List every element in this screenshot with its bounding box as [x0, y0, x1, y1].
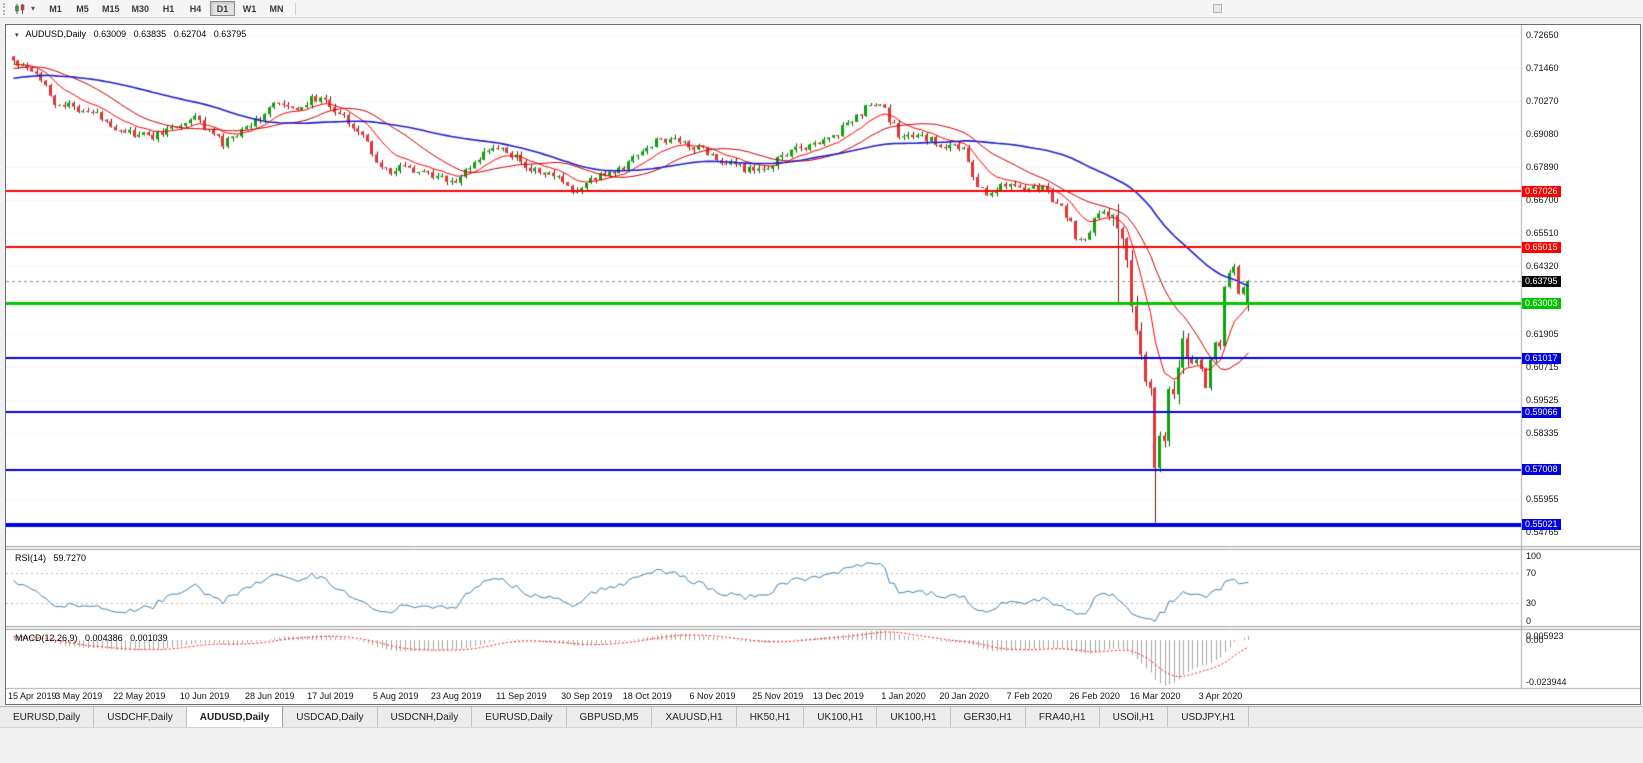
- chart-tab-uk100-h1[interactable]: UK100,H1: [877, 707, 951, 727]
- timeframe-button-m15[interactable]: M15: [102, 3, 120, 14]
- candlestick-chart-icon[interactable]: [12, 2, 27, 16]
- status-bar: [0, 727, 1643, 763]
- timeframe-button-h1[interactable]: H1: [162, 3, 175, 14]
- timeframe-button-m1[interactable]: M1: [49, 3, 62, 14]
- chart-tab-ger30-h1[interactable]: GER30,H1: [950, 707, 1026, 727]
- chart-tab-uk100-h1[interactable]: UK100,H1: [804, 707, 878, 727]
- chevron-down-icon[interactable]: ▾: [30, 4, 35, 13]
- toolbar-handle-icon[interactable]: [1213, 4, 1222, 13]
- chart-tab-xauusd-h1[interactable]: XAUUSD,H1: [652, 707, 737, 727]
- timeframe-button-mn[interactable]: MN: [269, 3, 284, 14]
- chart-tab-usoil-h1[interactable]: USOil,H1: [1099, 707, 1169, 727]
- chart-tab-fra40-h1[interactable]: FRA40,H1: [1025, 707, 1100, 727]
- timeframe-button-h4[interactable]: H4: [189, 3, 202, 14]
- chart-tab-usdchf-daily[interactable]: USDCHF,Daily: [94, 707, 187, 727]
- chart-tab-audusd-daily[interactable]: AUDUSD,Daily: [186, 707, 284, 727]
- timeframe-toolbar: ▾ M1 M5 M15 M30 H1 H4 D1 W1 MN: [0, 0, 1643, 18]
- chart-tab-eurusd-daily[interactable]: EURUSD,Daily: [472, 707, 567, 727]
- chart-tab-usdcnh-daily[interactable]: USDCNH,Daily: [377, 707, 473, 727]
- chart-tab-bar: EURUSD,Daily USDCHF,Daily AUDUSD,Daily USDC…: [0, 706, 1643, 727]
- chart-tab-eurusd-daily[interactable]: EURUSD,Daily: [0, 707, 95, 727]
- timeframe-button-w1[interactable]: W1: [242, 3, 257, 14]
- timeframe-button-d1[interactable]: D1: [210, 1, 236, 16]
- toolbar-grip-icon[interactable]: [3, 2, 8, 15]
- chart-tab-gbpusd-m5[interactable]: GBPUSD,M5: [566, 707, 653, 727]
- chart-tab-hk50-h1[interactable]: HK50,H1: [736, 707, 805, 727]
- chart-tab-usdcad-daily[interactable]: USDCAD,Daily: [283, 707, 378, 727]
- price-chart-canvas[interactable]: [6, 25, 1640, 704]
- timeframe-button-m5[interactable]: M5: [76, 3, 89, 14]
- chart-window: ▾ AUDUSD,Daily 0.63009 0.63835 0.62704 0…: [5, 24, 1641, 705]
- toolbar-separator: [295, 2, 297, 15]
- timeframe-button-group: M1 M5 M15 M30 H1 H4 D1 W1 MN: [42, 1, 290, 16]
- timeframe-button-m30[interactable]: M30: [131, 3, 150, 14]
- chart-tab-usdjpy-h1[interactable]: USDJPY,H1: [1168, 707, 1250, 727]
